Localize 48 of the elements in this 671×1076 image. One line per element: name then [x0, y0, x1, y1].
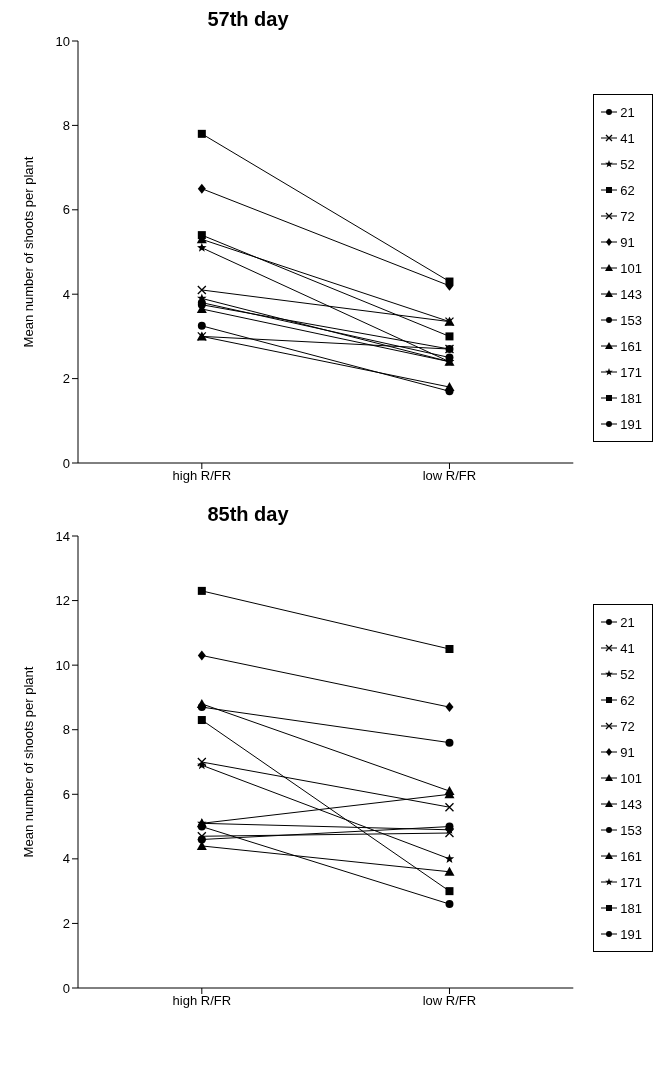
legend-label: 161	[620, 338, 642, 354]
x-tick-label: high R/FR	[172, 993, 232, 1009]
legend-label: 21	[620, 614, 635, 630]
y-tick-label: 0	[62, 455, 70, 471]
y-tick-label: 8	[62, 118, 70, 134]
legend-label: 21	[620, 104, 635, 120]
legend-label: 181	[620, 390, 642, 406]
y-tick-label: 6	[62, 202, 70, 218]
legend-label: 161	[620, 848, 642, 864]
legend-label: 41	[620, 130, 635, 146]
y-tick-label: 12	[55, 593, 70, 609]
legend-label: 191	[620, 416, 642, 432]
legend-label: 143	[620, 796, 642, 812]
legend-label: 41	[620, 640, 635, 656]
legend-label: 62	[620, 692, 635, 708]
legend-label: 101	[620, 770, 642, 786]
legend-label: 52	[620, 666, 635, 682]
y-tick-label: 8	[62, 722, 70, 738]
y-tick-label: 4	[62, 286, 70, 302]
legend-label: 101	[620, 260, 642, 276]
y-tick-label: 10	[55, 657, 70, 673]
x-tick-label: low R/FR	[422, 993, 477, 1009]
y-tick-label: 4	[62, 851, 70, 867]
legend-label: 91	[620, 234, 635, 250]
chart-title: 85th day	[206, 503, 290, 526]
legend-label: 191	[620, 926, 642, 942]
legend-label: 91	[620, 744, 635, 760]
legend-label: 153	[620, 312, 642, 328]
legend-label: 171	[620, 874, 642, 890]
legend-label: 52	[620, 156, 635, 172]
y-axis-title: Mean number of shoots per plant	[20, 156, 36, 348]
y-tick-label: 2	[62, 916, 70, 932]
legend-label: 181	[620, 900, 642, 916]
y-tick-label: 2	[62, 371, 70, 387]
y-tick-label: 10	[55, 33, 70, 49]
legend-label: 153	[620, 822, 642, 838]
legend-label: 72	[620, 718, 635, 734]
x-tick-label: low R/FR	[422, 468, 477, 484]
legend-label: 62	[620, 182, 635, 198]
y-axis-title: Mean number of shoots per plant	[20, 666, 36, 858]
y-tick-label: 14	[55, 528, 70, 544]
legend-label: 143	[620, 286, 642, 302]
legend-label: 72	[620, 208, 635, 224]
y-tick-label: 0	[62, 980, 70, 996]
legend-label: 171	[620, 364, 642, 380]
chart-title: 57th day	[206, 8, 290, 31]
y-tick-label: 6	[62, 786, 70, 802]
x-tick-label: high R/FR	[172, 468, 232, 484]
